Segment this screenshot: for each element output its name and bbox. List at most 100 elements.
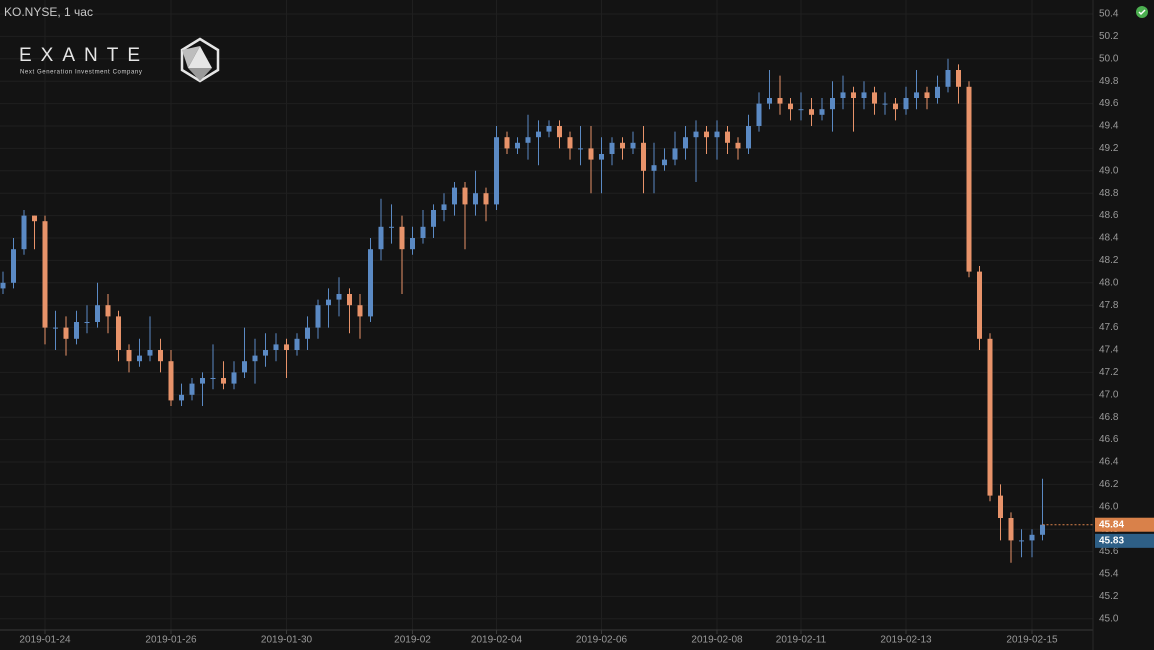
- y-tick-label: 48.6: [1099, 210, 1119, 221]
- candle-body: [704, 131, 709, 138]
- candle-body: [420, 226, 426, 238]
- candle-body: [872, 92, 877, 104]
- candle-body: [672, 148, 678, 160]
- candle-body: [830, 98, 835, 110]
- candle-body: [546, 126, 552, 132]
- chart-title: KO.NYSE, 1 час: [4, 5, 93, 19]
- candle-body: [714, 131, 720, 138]
- candle-body: [914, 92, 919, 98]
- y-tick-label: 48.8: [1099, 188, 1119, 199]
- x-tick-label: 2019-02-06: [576, 635, 628, 646]
- candle-body: [809, 109, 814, 115]
- candle-body: [840, 92, 846, 98]
- candle-body: [147, 350, 153, 356]
- candle-body: [158, 350, 163, 362]
- x-tick-label: 2019-02: [394, 635, 431, 646]
- candles: [0, 58, 1045, 563]
- candle-body: [84, 322, 90, 323]
- y-tick-label: 47.8: [1099, 300, 1119, 311]
- y-tick-label: 47.4: [1099, 345, 1119, 356]
- candle-body: [210, 378, 216, 379]
- candle-body: [1008, 518, 1014, 541]
- candle-body: [410, 238, 415, 250]
- candle-body: [788, 103, 793, 110]
- candle-body: [641, 142, 646, 171]
- status-icon: [1136, 6, 1148, 18]
- candle-body: [882, 103, 888, 105]
- candle-body: [1019, 540, 1024, 542]
- candle-body: [620, 142, 625, 149]
- candle-body: [168, 361, 174, 401]
- candle-body: [74, 322, 79, 339]
- candle-body: [578, 148, 583, 150]
- grid: [0, 0, 1093, 630]
- candle-body: [336, 294, 342, 300]
- y-tick-label: 48.0: [1099, 277, 1119, 288]
- candle-body: [525, 137, 531, 143]
- candle-body: [326, 299, 331, 306]
- y-tick-label: 49.8: [1099, 76, 1119, 87]
- candle-body: [609, 142, 615, 154]
- candle-body: [11, 249, 16, 283]
- candle-body: [452, 187, 457, 205]
- candle-body: [378, 226, 384, 250]
- candle-body: [242, 361, 247, 373]
- candle-body: [536, 131, 541, 138]
- price-marker-label: 45.84: [1099, 519, 1124, 530]
- candle-body: [746, 126, 751, 149]
- x-tick-label: 2019-02-13: [880, 635, 932, 646]
- candle-body: [683, 137, 688, 149]
- candle-body: [1040, 524, 1045, 535]
- candle-body: [756, 103, 762, 126]
- y-tick-label: 46.4: [1099, 457, 1119, 468]
- candle-body: [903, 98, 909, 110]
- candle-body: [494, 137, 499, 205]
- candle-body: [945, 70, 951, 87]
- candle-body: [273, 344, 279, 350]
- candle-body: [105, 305, 111, 317]
- y-tick-label: 47.6: [1099, 322, 1119, 333]
- x-tick-label: 2019-01-24: [19, 635, 71, 646]
- candle-body: [599, 154, 604, 160]
- candle-body: [557, 126, 562, 138]
- candle-body: [473, 193, 478, 205]
- candle-body: [651, 165, 657, 171]
- candle-body: [483, 193, 489, 205]
- candle-body: [861, 92, 867, 98]
- candle-body: [1029, 534, 1035, 541]
- candle-body: [252, 355, 258, 362]
- candle-body: [662, 159, 667, 166]
- y-tick-label: 45.2: [1099, 591, 1119, 602]
- y-tick-label: 46.8: [1099, 412, 1119, 423]
- y-tick-label: 45.0: [1099, 613, 1119, 624]
- candle-body: [567, 137, 573, 149]
- candle-body: [389, 226, 394, 228]
- y-tick-label: 50.2: [1099, 31, 1119, 42]
- candle-body: [189, 383, 195, 395]
- candle-body: [294, 338, 300, 350]
- candle-body: [987, 338, 993, 496]
- candle-body: [95, 305, 100, 322]
- watermark-name: EXANTE: [19, 45, 149, 66]
- candle-body: [767, 98, 772, 104]
- candle-body: [368, 249, 373, 317]
- candle-body: [126, 350, 132, 362]
- y-tick-label: 48.2: [1099, 255, 1119, 266]
- candle-body: [966, 86, 972, 272]
- candle-body: [725, 131, 730, 143]
- candle-body: [53, 327, 58, 329]
- candle-body: [63, 327, 69, 339]
- candle-body: [32, 215, 37, 222]
- y-tick-label: 50.4: [1099, 9, 1119, 20]
- y-tick-label: 46.0: [1099, 501, 1119, 512]
- candle-body: [357, 305, 363, 317]
- candle-body: [777, 98, 783, 104]
- price-marker: [1095, 517, 1154, 532]
- candle-body: [798, 109, 804, 111]
- y-tick-label: 45.6: [1099, 546, 1119, 557]
- x-tick-label: 2019-02-11: [776, 635, 827, 646]
- candle-body: [116, 316, 121, 350]
- candle-body: [588, 148, 594, 160]
